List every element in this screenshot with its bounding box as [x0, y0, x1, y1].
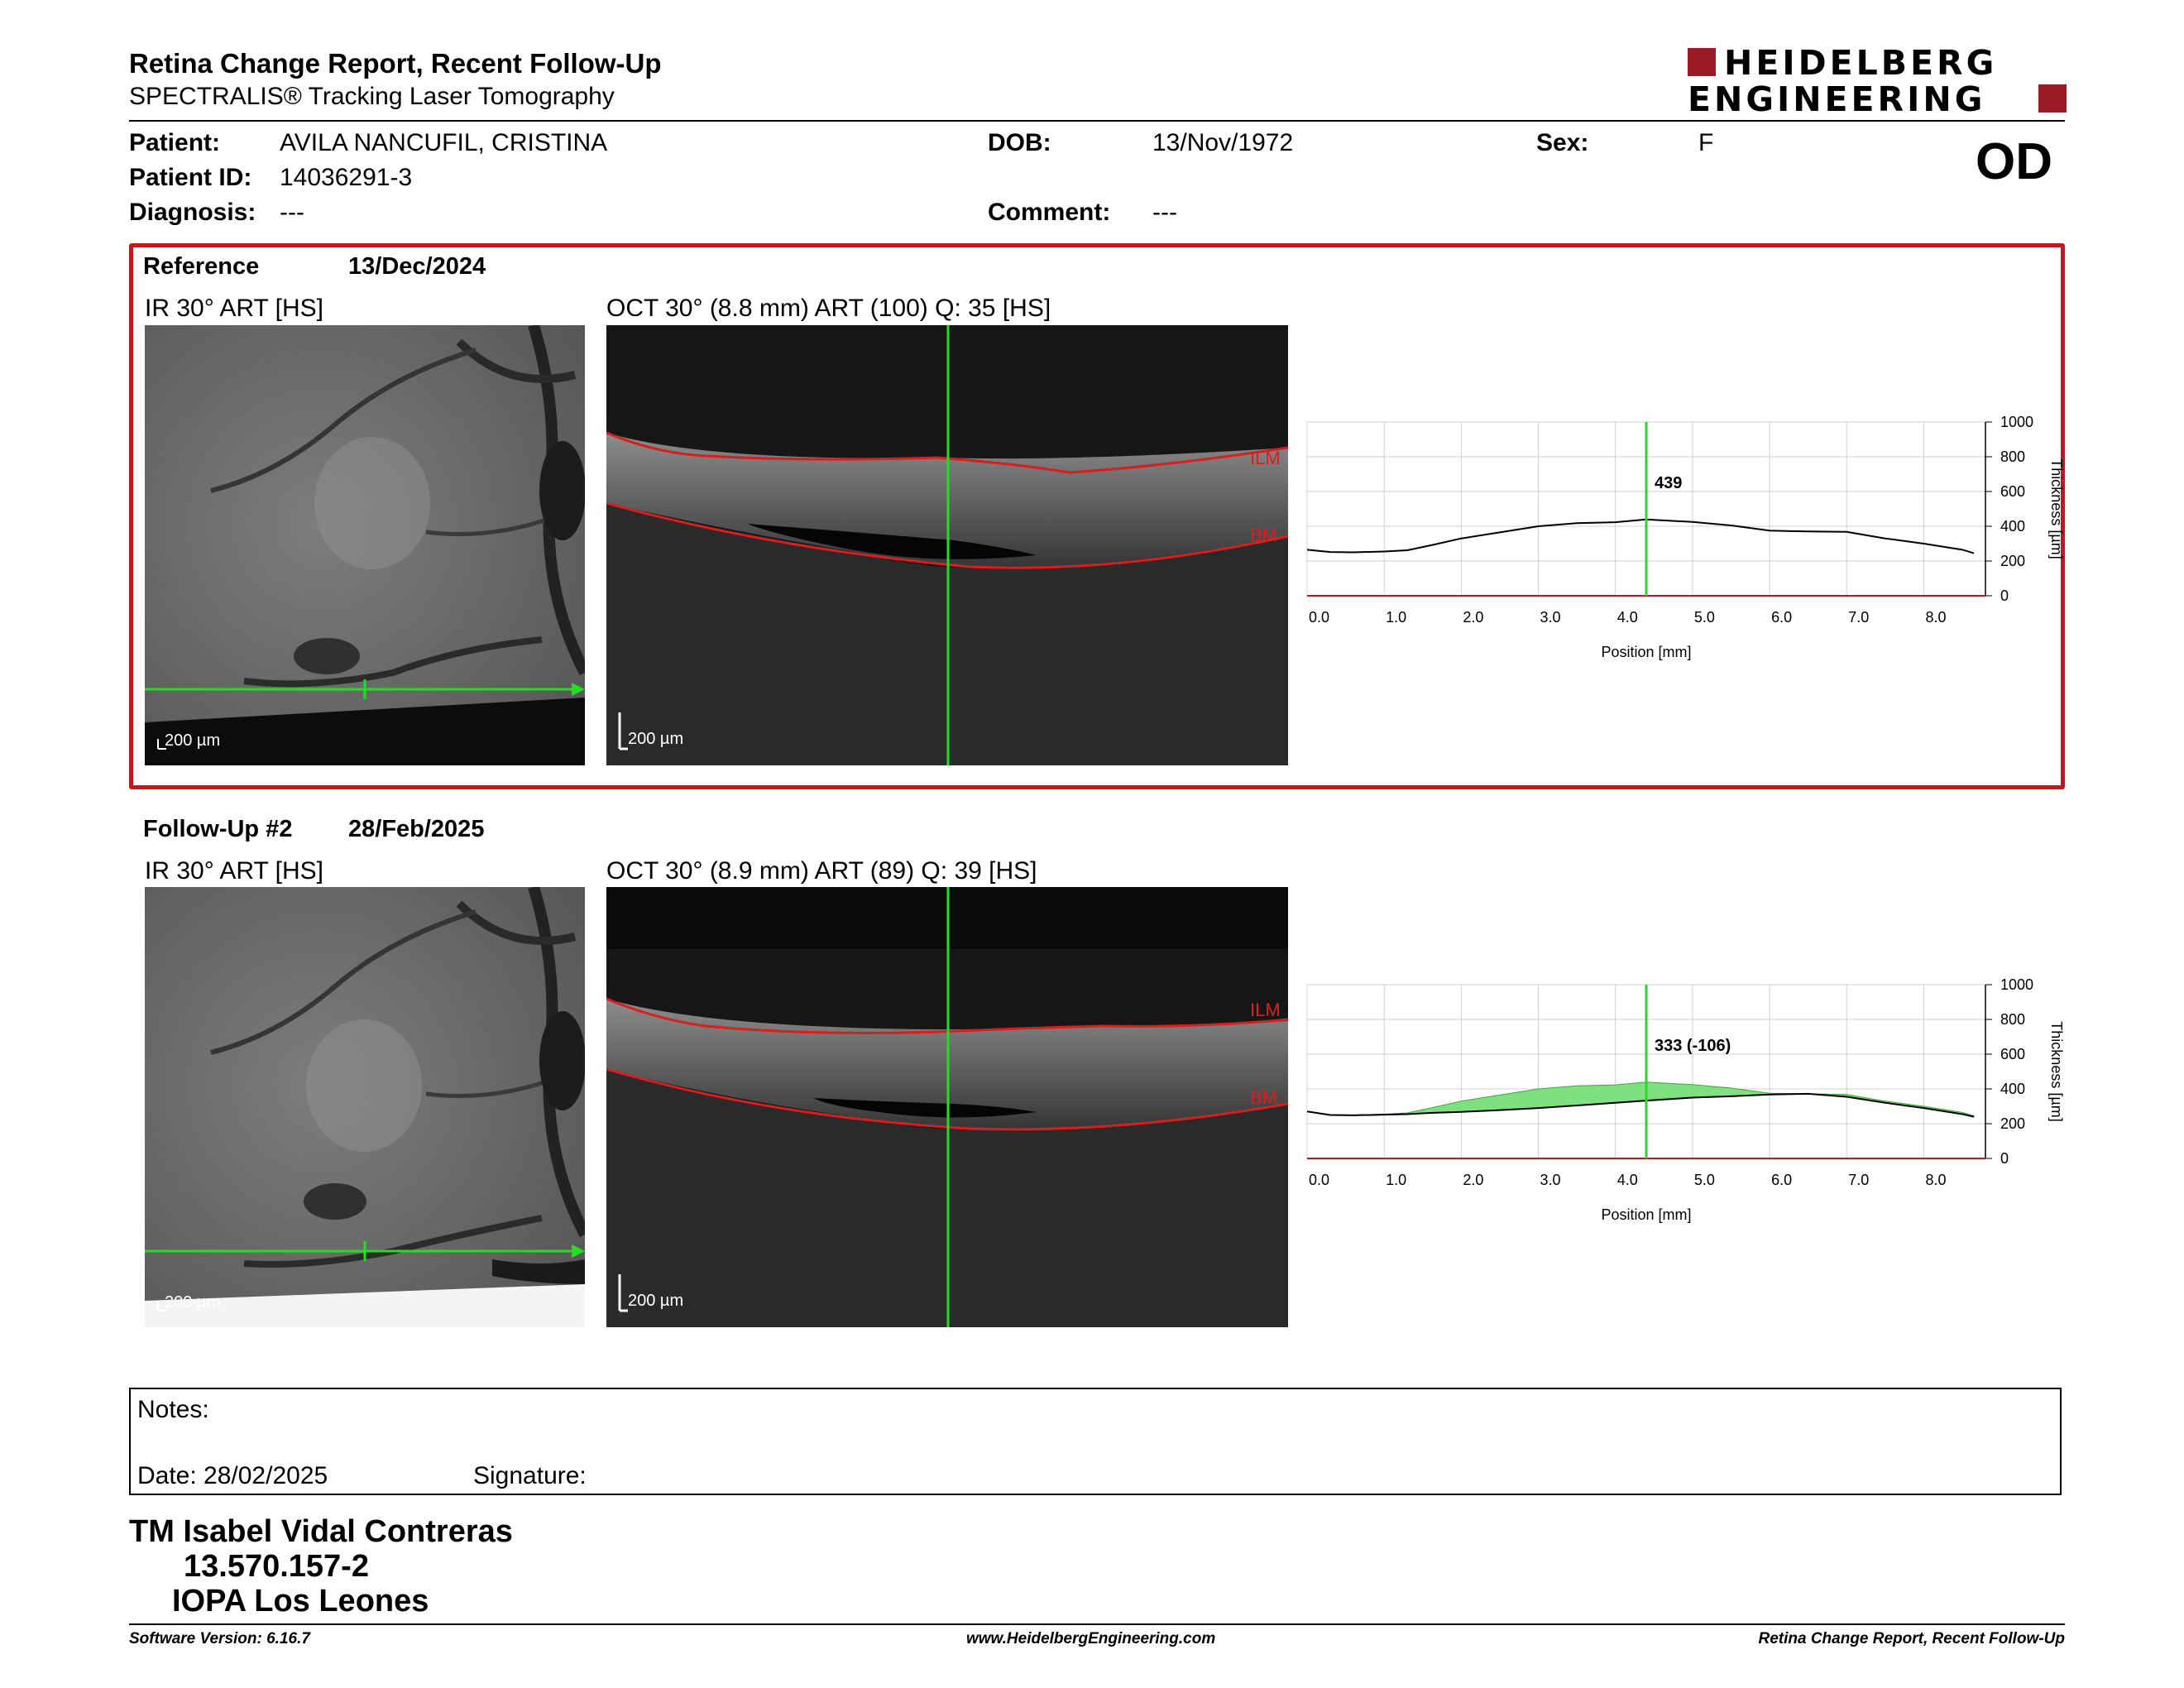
footer-software-version: Software Version: 6.16.7: [129, 1630, 310, 1647]
footer-website: www.HeidelbergEngineering.com: [966, 1630, 1216, 1647]
y-axis-label: Thickness [µm]: [2048, 458, 2065, 559]
x-axis-label: Position [mm]: [1601, 644, 1691, 660]
logo-line-1: HEIDELBERG: [1724, 43, 1998, 83]
reference-label: Reference: [143, 253, 260, 280]
y-tick-label: 800: [2000, 1011, 2025, 1028]
patient-value: AVILA NANCUFIL, CRISTINA: [280, 129, 608, 156]
followup-oct-scale: 200 µm: [628, 1292, 683, 1310]
followup-ilm-label: ILM: [1250, 1000, 1281, 1020]
reference-bm-label: BM: [1250, 525, 1277, 545]
x-tick-label: 6.0: [1771, 1172, 1792, 1188]
comment-value: ---: [1152, 199, 1177, 226]
sex-label: Sex:: [1536, 129, 1589, 156]
x-tick-label: 0.0: [1309, 609, 1329, 626]
thickness-line: [1306, 1092, 1975, 1118]
y-tick-label: 0: [2000, 587, 2009, 604]
cursor-value-label: 439: [1655, 474, 1682, 492]
diagnosis-value: ---: [280, 199, 304, 226]
x-tick-label: 4.0: [1617, 609, 1638, 626]
eye-indicator: OD: [1976, 133, 2052, 190]
report-subtitle: SPECTRALIS® Tracking Laser Tomography: [129, 83, 615, 110]
y-tick-label: 800: [2000, 448, 2025, 465]
followup-label: Follow-Up #2: [143, 816, 293, 842]
y-tick-label: 0: [2000, 1150, 2009, 1167]
patient-id-value: 14036291-3: [280, 164, 413, 191]
x-tick-label: 2.0: [1463, 609, 1483, 626]
y-tick-label: 400: [2000, 1081, 2025, 1097]
notes-label: Notes:: [137, 1396, 209, 1423]
x-tick-label: 6.0: [1771, 609, 1792, 626]
x-tick-label: 1.0: [1386, 1172, 1406, 1188]
x-tick-label: 7.0: [1848, 1172, 1869, 1188]
followup-oct-title: OCT 30° (8.9 mm) ART (89) Q: 39 [HS]: [606, 857, 1037, 885]
x-tick-label: 8.0: [1925, 609, 1946, 626]
x-tick-label: 3.0: [1540, 1172, 1561, 1188]
x-tick-label: 1.0: [1386, 609, 1406, 626]
notes-box: Notes: Date: 28/02/2025 Signature:: [129, 1388, 2062, 1495]
x-axis-label: Position [mm]: [1601, 1206, 1691, 1223]
reference-oct-scale: 200 µm: [628, 730, 683, 748]
followup-bm-label: BM: [1250, 1087, 1277, 1108]
logo-square-top: [1688, 48, 1716, 76]
cursor-value-label: 333 (-106): [1655, 1037, 1731, 1055]
x-tick-label: 5.0: [1694, 1172, 1715, 1188]
reference-oct-image: ILM BM 200 µm: [606, 325, 1288, 765]
y-tick-label: 1000: [2000, 976, 2033, 993]
y-axis-label: Thickness [µm]: [2048, 1021, 2065, 1121]
y-tick-label: 200: [2000, 1115, 2025, 1132]
reference-ilm-label: ILM: [1250, 448, 1281, 468]
y-tick-label: 1000: [2000, 414, 2033, 430]
thickness-line: [1306, 518, 1975, 554]
y-tick-label: 600: [2000, 1046, 2025, 1062]
followup-ir-image: 200 µm: [145, 887, 585, 1327]
header-rule: [129, 120, 2065, 122]
heidelberg-logo: HEIDELBERG ENGINEERING: [1688, 43, 2068, 119]
dob-value: 13/Nov/1972: [1152, 129, 1294, 156]
followup-oct-image: ILM BM 200 µm: [606, 887, 1288, 1327]
x-tick-label: 4.0: [1617, 1172, 1638, 1188]
footer-report-name: Retina Change Report, Recent Follow-Up: [1758, 1630, 2065, 1647]
patient-id-label: Patient ID:: [129, 164, 252, 191]
comment-label: Comment:: [988, 199, 1111, 226]
x-tick-label: 7.0: [1848, 609, 1869, 626]
y-tick-label: 600: [2000, 483, 2025, 500]
y-tick-label: 400: [2000, 518, 2025, 535]
logo-line-2: ENGINEERING: [1688, 79, 1986, 119]
footer-rule: [129, 1623, 2065, 1625]
reference-oct-title: OCT 30° (8.8 mm) ART (100) Q: 35 [HS]: [606, 295, 1051, 322]
sex-value: F: [1698, 129, 1714, 156]
logo-square-bottom: [2038, 84, 2067, 113]
x-tick-label: 3.0: [1540, 609, 1561, 626]
reference-ir-image: 200 µm: [145, 325, 585, 765]
signer-org: IOPA Los Leones: [172, 1584, 429, 1618]
x-tick-label: 0.0: [1309, 1172, 1329, 1188]
patient-label: Patient:: [129, 129, 221, 156]
reference-frame: [129, 243, 2065, 789]
notes-date: Date: 28/02/2025: [137, 1462, 328, 1489]
report-title: Retina Change Report, Recent Follow-Up: [129, 48, 662, 79]
x-tick-label: 2.0: [1463, 1172, 1483, 1188]
followup-ir-title: IR 30° ART [HS]: [145, 857, 323, 885]
signer-name: TM Isabel Vidal Contreras: [129, 1514, 513, 1549]
reference-ir-scale: 200 µm: [165, 731, 220, 750]
signer-id: 13.570.157-2: [184, 1549, 369, 1584]
followup-thickness-chart: 0.0 1.0 2.0 3.0 4.0 5.0 6.0 7.0 8.0 0 200 400 600 800…: [1306, 976, 2065, 1223]
diagnosis-label: Diagnosis:: [129, 199, 256, 226]
y-tick-label: 200: [2000, 553, 2025, 569]
reference-ir-title: IR 30° ART [HS]: [145, 295, 323, 322]
followup-ir-scale: 200 µm: [165, 1293, 220, 1312]
dob-label: DOB:: [988, 129, 1051, 156]
x-tick-label: 5.0: [1694, 609, 1715, 626]
x-tick-label: 8.0: [1925, 1172, 1946, 1188]
signature-label: Signature:: [473, 1462, 587, 1489]
followup-date: 28/Feb/2025: [348, 816, 485, 842]
reference-date: 13/Dec/2024: [348, 253, 486, 280]
reference-thickness-chart: 0.0 1.0 2.0 3.0 4.0 5.0 6.0 7.0 8.0 0 200 400 600 800…: [1306, 414, 2065, 660]
